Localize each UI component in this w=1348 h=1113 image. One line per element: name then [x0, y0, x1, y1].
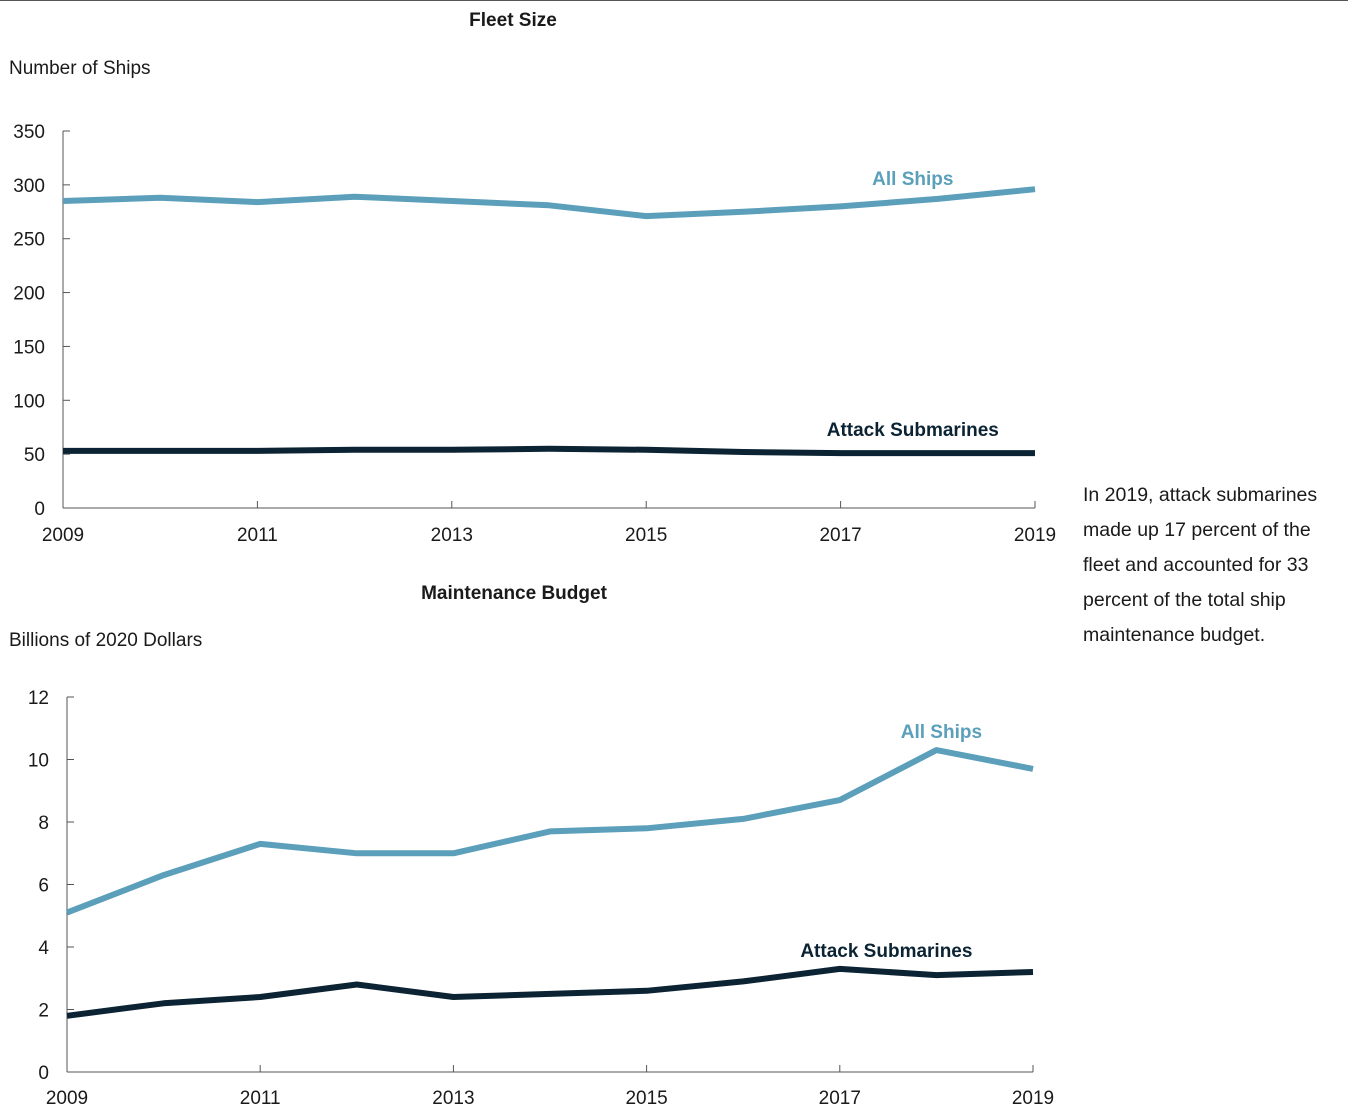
y-tick-label: 6	[38, 876, 49, 897]
x-tick-label: 2015	[625, 1088, 667, 1109]
x-tick-label: 2015	[625, 525, 667, 546]
series-line-attack-submarines	[67, 969, 1033, 1016]
y-tick-label: 200	[13, 284, 45, 305]
x-tick-label: 2019	[1012, 1088, 1054, 1109]
y-tick-label: 8	[38, 813, 49, 834]
x-tick-label: 2009	[42, 525, 84, 546]
maintenance-budget-chart: Maintenance Budget Billions of 2020 Dolla…	[0, 556, 1070, 1113]
x-tick-label: 2011	[237, 525, 278, 546]
x-tick-label: 2019	[1014, 525, 1056, 546]
series-line-all-ships	[67, 750, 1033, 913]
y-tick-label: 250	[13, 230, 45, 251]
y-tick-label: 150	[13, 337, 45, 358]
series-label-all-ships: All Ships	[901, 722, 982, 743]
y-tick-label: 10	[28, 751, 49, 772]
y-tick-label: 50	[24, 445, 45, 466]
x-tick-label: 2013	[431, 525, 473, 546]
annotation-note: In 2019, attack submarines made up 17 pe…	[1083, 478, 1345, 653]
y-tick-label: 100	[13, 391, 45, 412]
x-tick-label: 2009	[46, 1088, 88, 1109]
series-line-attack-submarines	[63, 449, 1035, 453]
x-tick-label: 2017	[819, 525, 861, 546]
y-axis-label: Billions of 2020 Dollars	[9, 630, 202, 651]
y-tick-label: 0	[38, 1063, 49, 1084]
y-axis-label: Number of Ships	[9, 58, 151, 79]
series-label-all-ships: All Ships	[872, 169, 953, 190]
y-tick-label: 12	[28, 688, 49, 709]
x-tick-label: 2017	[819, 1088, 861, 1109]
y-tick-label: 300	[13, 176, 45, 197]
fleet-size-chart: Fleet Size Number of Ships 0 50 100 150 200 250…	[0, 0, 1070, 556]
x-tick-label: 2011	[240, 1088, 281, 1109]
series-label-attack-submarines: Attack Submarines	[827, 420, 999, 441]
x-tick-label: 2013	[432, 1088, 474, 1109]
series-line-all-ships	[63, 189, 1035, 216]
series-label-attack-submarines: Attack Submarines	[800, 941, 972, 962]
y-tick-label: 2	[38, 1001, 49, 1022]
chart-title: Fleet Size	[469, 10, 557, 31]
y-tick-label: 4	[38, 938, 49, 959]
chart-title: Maintenance Budget	[421, 583, 607, 604]
y-tick-label: 350	[13, 122, 45, 143]
y-tick-label: 0	[34, 499, 45, 520]
